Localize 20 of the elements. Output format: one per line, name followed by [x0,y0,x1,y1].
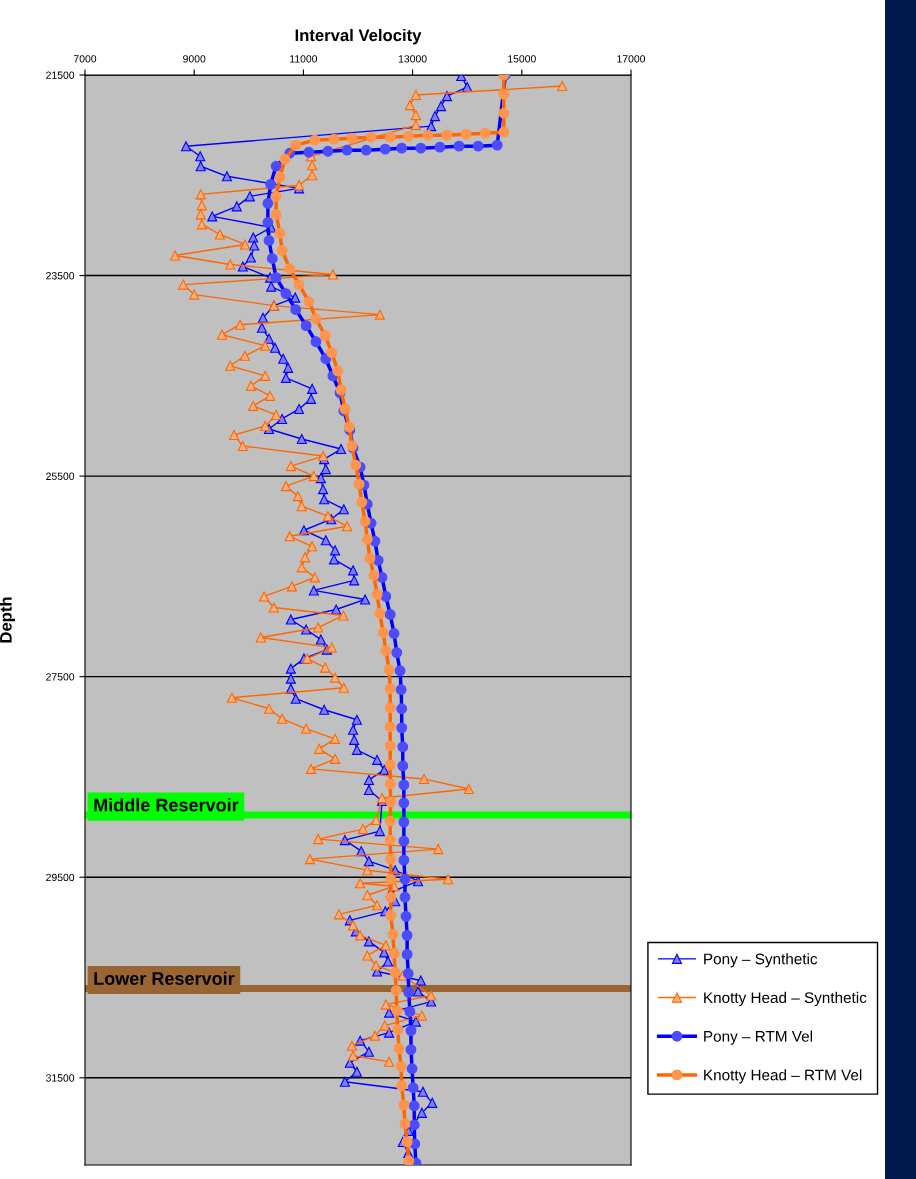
y-tick-label: 25500 [46,472,75,480]
x-tick-label: 11000 [290,55,318,63]
y-axis-title: Depth [0,597,16,643]
legend-label: Knotty Head – Synthetic [704,991,867,1007]
y-tick-label: 29500 [46,873,75,882]
y-tick-label: 23500 [46,272,75,280]
legend-label: Pony – Synthetic [704,953,818,968]
ref-line-label: Middle Reservoir [94,798,239,812]
x-axis-title: Interval Velocity [295,28,422,45]
x-tick-label: 9000 [183,55,206,63]
x-tick-label: 15000 [508,55,536,63]
legend-label: Pony – RTM Vel [704,1030,813,1045]
x-tick-label: 13000 [398,55,427,63]
y-tick-label: 21500 [46,71,75,79]
x-tick-label: 7000 [73,55,97,63]
ref-line-label: Lower Reservoir [94,971,235,985]
x-tick-label: 17000 [617,55,646,63]
y-tick-label: 27500 [46,673,75,681]
legend-label: Knotty Head – RTM Vel [704,1069,862,1084]
y-tick-label: 31500 [46,1074,75,1082]
